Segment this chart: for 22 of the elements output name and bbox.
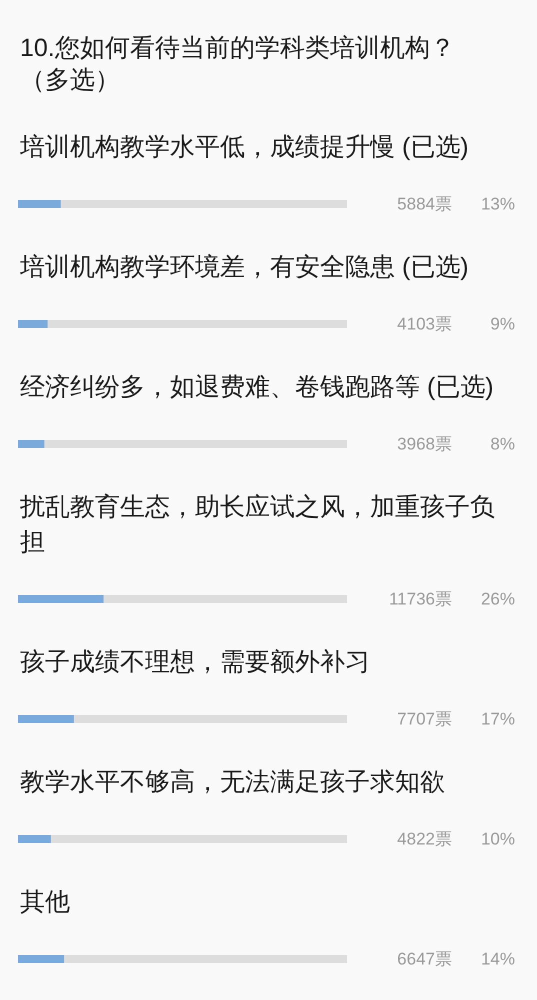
- y-tick-label: 培训机构教学环境差，有安全隐患 (已选): [19, 252, 470, 283]
- data-label: 8%: [490, 434, 515, 454]
- y-tick-label: 培训机构教学水平低，成绩提升慢 (已选): [19, 132, 470, 163]
- data-label: 9%: [490, 314, 515, 334]
- text: 4103票: [397, 314, 452, 334]
- y-tick-label: 教学水平不够高，无法满足孩子求知欲: [19, 767, 446, 798]
- text: 3968票: [397, 434, 452, 454]
- text: 4822票: [397, 830, 452, 848]
- data-label: 10%: [480, 830, 515, 848]
- text: 6647票: [397, 950, 452, 968]
- y-tick-label: 孩子成绩不理想，需要额外补习: [19, 647, 371, 678]
- y-tick-label: 扰乱教育生态，助长应试之风，加重孩子负担: [19, 492, 496, 558]
- data-label: 26%: [480, 590, 515, 608]
- y-tick-label: 经济纠纷多，如退费难、卷钱跑路等 (已选): [19, 372, 495, 403]
- data-label: 13%: [480, 194, 515, 214]
- data-label: 14%: [480, 950, 515, 968]
- text: 7707票: [397, 710, 452, 728]
- chart-title: 10.您如何看待当前的学科类培训机构？（多选）: [19, 33, 456, 96]
- data-label: 17%: [480, 710, 515, 728]
- text: 11736票: [388, 590, 452, 608]
- y-tick-label: 其他: [19, 887, 71, 918]
- text: 5884票: [397, 194, 452, 214]
